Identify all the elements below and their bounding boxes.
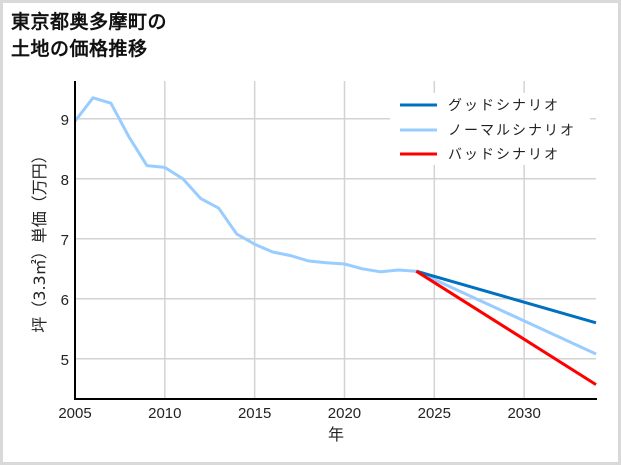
x-tick-2020: 2020	[328, 405, 361, 422]
series-line-good	[415, 269, 597, 325]
legend-item-bad[interactable]: バッドシナリオ	[400, 147, 560, 163]
series-line-bad	[415, 269, 597, 386]
legend-item-normal[interactable]: ノーマルシナリオ	[400, 123, 576, 139]
data-series	[73, 96, 597, 386]
x-tick-2030: 2030	[507, 405, 540, 422]
y-tick-6: 6	[61, 292, 69, 309]
chart-title-line-1: 東京都奥多摩町の	[11, 11, 168, 33]
x-tick-2025: 2025	[418, 405, 451, 422]
legend-label-good: グッドシナリオ	[448, 98, 560, 114]
legend-label-normal: ノーマルシナリオ	[448, 123, 576, 139]
x-axis-label: 年	[328, 425, 344, 444]
x-tick-2015: 2015	[238, 405, 271, 422]
chart-title: 東京都奥多摩町の 土地の価格推移	[11, 9, 167, 63]
series-line-normal	[415, 269, 597, 356]
y-tick-8: 8	[61, 172, 69, 189]
y-tick-labels: 5 6 7 8 9	[61, 112, 69, 369]
x-tick-labels: 2005 2010 2015 2020 2025 2030	[58, 405, 541, 422]
series-line-history	[73, 96, 417, 274]
legend: グッドシナリオ ノーマルシナリオ バッドシナリオ	[390, 93, 590, 165]
legend-item-good[interactable]: グッドシナリオ	[400, 98, 560, 114]
y-axis-label: 坪（3.3㎡）単価（万円）	[30, 147, 49, 332]
chart-title-line-2: 土地の価格推移	[11, 38, 148, 60]
y-tick-7: 7	[61, 232, 69, 249]
y-tick-9: 9	[61, 112, 69, 129]
legend-label-bad: バッドシナリオ	[448, 147, 560, 163]
x-tick-2010: 2010	[148, 405, 181, 422]
x-tick-2005: 2005	[58, 405, 91, 422]
y-tick-5: 5	[61, 352, 69, 369]
